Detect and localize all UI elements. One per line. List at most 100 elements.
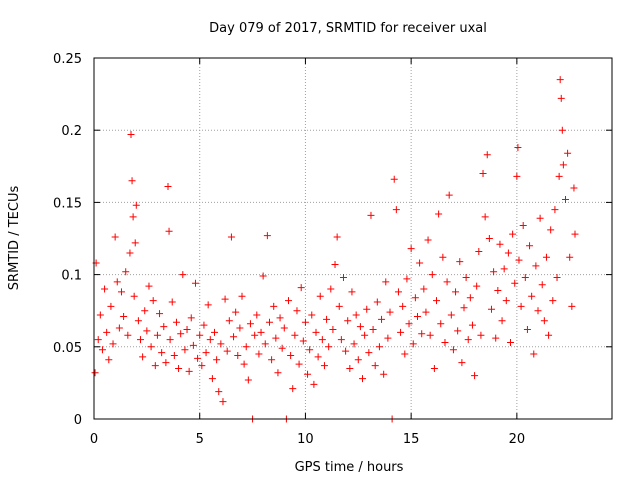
data-point — [166, 336, 174, 344]
data-point — [460, 304, 468, 312]
data-point — [128, 177, 136, 185]
y-tick-label: 0.15 — [53, 196, 82, 211]
data-point — [103, 328, 111, 336]
data-point — [477, 331, 485, 339]
data-point — [530, 350, 538, 358]
x-tick-label: 0 — [90, 432, 98, 447]
data-point — [185, 367, 193, 375]
data-point — [365, 349, 373, 357]
data-point — [392, 206, 400, 214]
data-point — [149, 297, 157, 305]
data-point — [566, 253, 574, 261]
data-point — [278, 344, 286, 352]
data-point — [384, 334, 392, 342]
data-point — [217, 340, 225, 348]
data-point — [177, 330, 185, 338]
data-point — [325, 343, 333, 351]
data-point — [162, 359, 170, 367]
data-point — [268, 356, 276, 364]
data-point — [369, 325, 377, 333]
x-axis-label: GPS time / hours — [295, 460, 404, 475]
data-point — [430, 364, 438, 372]
data-point — [452, 288, 460, 296]
data-point — [500, 265, 508, 273]
data-point — [225, 317, 233, 325]
data-point — [462, 273, 470, 281]
data-point — [511, 279, 519, 287]
data-point — [107, 302, 115, 310]
data-point — [382, 278, 390, 286]
data-point — [265, 318, 273, 326]
data-point — [380, 370, 388, 378]
gridlines — [94, 58, 612, 419]
data-point — [464, 336, 472, 344]
data-point — [261, 340, 269, 348]
data-point — [120, 312, 128, 320]
data-point — [137, 336, 145, 344]
data-point — [490, 268, 498, 276]
data-point — [447, 311, 455, 319]
data-point — [310, 380, 318, 388]
data-point — [502, 297, 510, 305]
data-point — [416, 259, 424, 267]
data-point — [551, 206, 559, 214]
x-tick-label: 10 — [297, 432, 314, 447]
data-point — [299, 337, 307, 345]
data-point — [534, 307, 542, 315]
y-tick-label: 0.25 — [53, 52, 82, 67]
data-point — [141, 307, 149, 315]
data-point — [407, 245, 415, 253]
data-point — [251, 331, 259, 339]
data-point — [333, 233, 341, 241]
data-point — [132, 201, 140, 209]
data-point — [126, 249, 134, 257]
data-point — [238, 292, 246, 300]
data-point — [240, 360, 248, 368]
data-point — [122, 268, 130, 276]
data-point — [361, 331, 369, 339]
data-point — [316, 292, 324, 300]
data-point — [424, 236, 432, 244]
data-point — [287, 351, 295, 359]
data-point — [558, 126, 566, 134]
data-point — [101, 285, 109, 293]
data-point — [454, 327, 462, 335]
data-point — [473, 282, 481, 290]
data-point — [564, 149, 572, 157]
data-point — [194, 354, 202, 362]
data-point — [242, 343, 250, 351]
plot-frame — [93, 57, 613, 420]
data-point — [105, 356, 113, 364]
data-point — [111, 233, 119, 241]
data-point — [124, 331, 132, 339]
data-point — [509, 230, 517, 238]
data-point — [312, 328, 320, 336]
data-point — [331, 260, 339, 268]
data-point — [160, 323, 168, 331]
data-point — [263, 232, 271, 240]
data-point — [143, 327, 151, 335]
data-point — [403, 275, 411, 283]
data-point — [549, 297, 557, 305]
data-point — [189, 341, 197, 349]
data-point — [301, 318, 309, 326]
data-point — [179, 271, 187, 279]
data-point — [113, 278, 121, 286]
data-point — [570, 184, 578, 192]
data-point — [375, 343, 383, 351]
data-point — [449, 346, 457, 354]
data-point — [230, 333, 238, 341]
data-point — [213, 356, 221, 364]
data-point — [318, 336, 326, 344]
data-point — [165, 227, 173, 235]
data-point — [556, 76, 564, 84]
data-point — [515, 256, 523, 264]
data-point — [354, 356, 362, 364]
axis-ticks: 0 0.05 0.1 0.15 0.2 0.25 0 5 10 15 20 — [53, 52, 612, 447]
data-point — [555, 172, 563, 180]
data-point — [234, 351, 242, 359]
data-point — [344, 317, 352, 325]
data-point — [420, 285, 428, 293]
data-point — [346, 364, 354, 372]
data-point — [139, 353, 147, 361]
